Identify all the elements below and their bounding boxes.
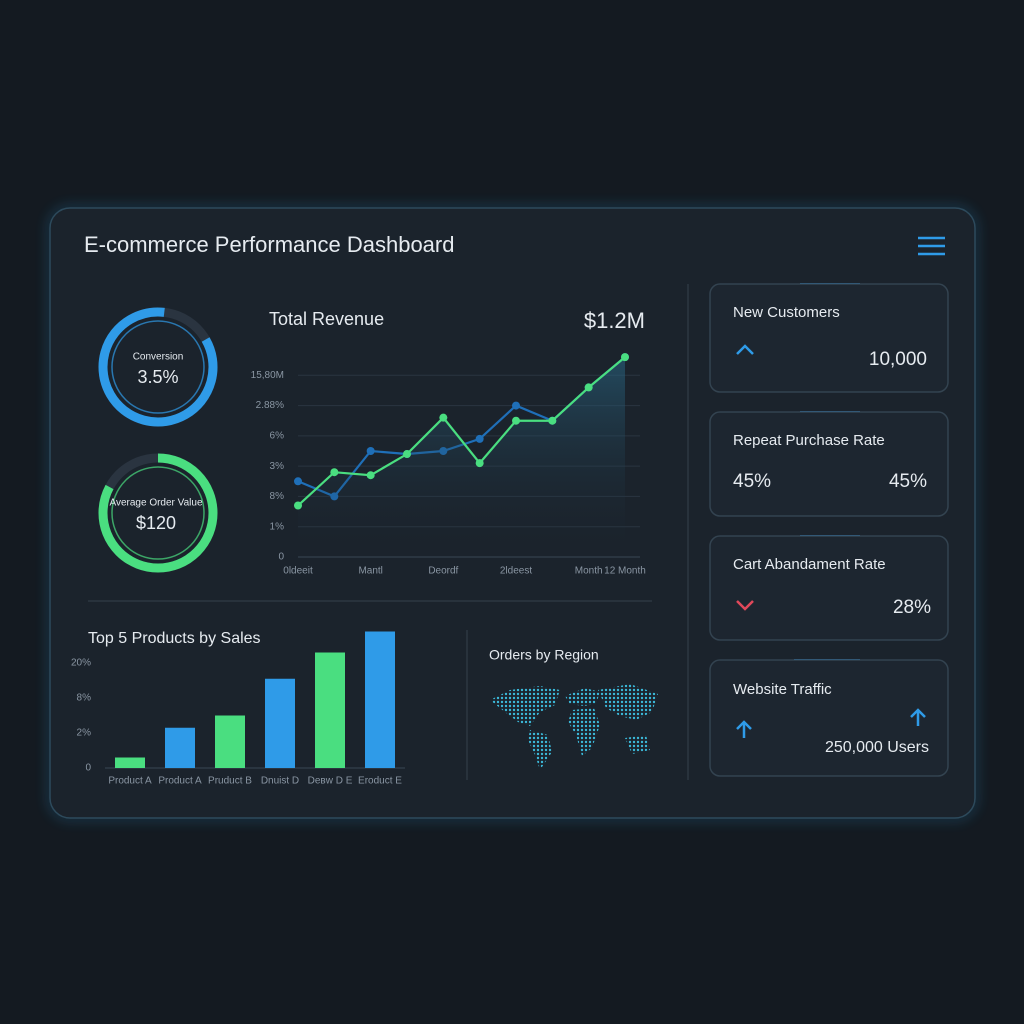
chart-title: Top 5 Products by Sales (88, 630, 261, 647)
kpi-label: Website Traffic (733, 681, 832, 698)
kpi-label: Repeat Purchase Rate (733, 432, 885, 449)
up-arrows (736, 708, 926, 738)
kpi-cards: New Customers 10,000 Repeat Purchase Rat… (709, 283, 949, 777)
x-tick-label: Product A (158, 776, 202, 787)
bar (265, 678, 295, 768)
dividers (88, 284, 689, 780)
point (512, 416, 520, 425)
point (548, 416, 557, 425)
y-tick-label: 0 (278, 552, 284, 563)
y-tick-label: 15,80M (251, 370, 284, 381)
chart-title: Total Revenue (269, 309, 384, 329)
up-icon (736, 344, 754, 355)
x-tick-label: 2ldeest (500, 566, 532, 577)
x-tick-label: Deordf (428, 566, 458, 577)
x-tick-label: Pruduct B (208, 776, 252, 787)
kpi-value: 45% (889, 471, 927, 492)
kpi-value: 250,000 Users (825, 739, 929, 756)
x-tick-label: Month (575, 566, 603, 577)
point (330, 468, 339, 477)
menu-icon[interactable] (918, 236, 945, 256)
y-tick-label: 8% (270, 491, 285, 502)
bar (315, 652, 345, 768)
point (475, 434, 484, 443)
y-tick-label: 0 (85, 763, 91, 774)
point (294, 477, 302, 486)
revenue-total: $1.2M (584, 308, 645, 333)
y-tick-label: 20% (71, 658, 91, 669)
kpi-value: 28% (893, 597, 931, 618)
gauge-value: 3.5% (137, 367, 178, 387)
down-icon (736, 600, 754, 611)
y-tick-label: 3% (270, 461, 285, 472)
area (298, 357, 625, 557)
bar (365, 631, 395, 768)
conversion-gauge: Conversion 3.5% (98, 307, 218, 427)
y-tick-label: 1% (270, 521, 285, 532)
point (584, 383, 593, 392)
y-tick-label: 8% (77, 693, 92, 704)
point (512, 401, 520, 410)
x-tick-label: 0ldeeit (283, 566, 313, 577)
map-title: Orders by Region (489, 647, 599, 663)
dashboard-title: E-commerce Performance Dashboard (84, 232, 454, 257)
gauge-label: Conversion (133, 352, 184, 363)
x-tick-label: 12 Month (604, 566, 646, 577)
world-map (490, 684, 658, 770)
kpi-label: New Customers (733, 304, 840, 321)
y-tick-label: 2.88% (256, 400, 284, 411)
point (439, 413, 448, 422)
point (294, 501, 302, 510)
point (403, 450, 411, 459)
x-tick-label: Deвw D E (308, 776, 353, 787)
x-tick-label: Eroduct E (358, 776, 402, 787)
y-tick-label: 2% (77, 728, 92, 739)
aov-gauge: Average Order Value $120 (98, 453, 218, 573)
gauge-value: $120 (136, 513, 176, 533)
kpi-value: 45% (733, 471, 771, 492)
line (297, 356, 626, 507)
x-tick-label: Dnuist D (261, 776, 299, 787)
bar (115, 757, 145, 768)
kpi-card[interactable] (709, 535, 949, 641)
x-tick-label: Product A (108, 776, 152, 787)
gauge-label: Average Order Value (109, 498, 202, 509)
point (475, 459, 484, 468)
bar (215, 715, 245, 768)
kpi-label: Cart Abandament Rate (733, 556, 886, 573)
x-tick-label: Mantl (358, 566, 382, 577)
point (366, 447, 375, 455)
bar (165, 727, 195, 768)
point (621, 353, 629, 362)
y-tick-label: 6% (270, 430, 285, 441)
point (366, 471, 375, 480)
kpi-card[interactable] (709, 659, 949, 777)
kpi-card[interactable] (709, 411, 949, 517)
kpi-card[interactable] (709, 283, 949, 393)
kpi-value: 10,000 (869, 349, 927, 370)
